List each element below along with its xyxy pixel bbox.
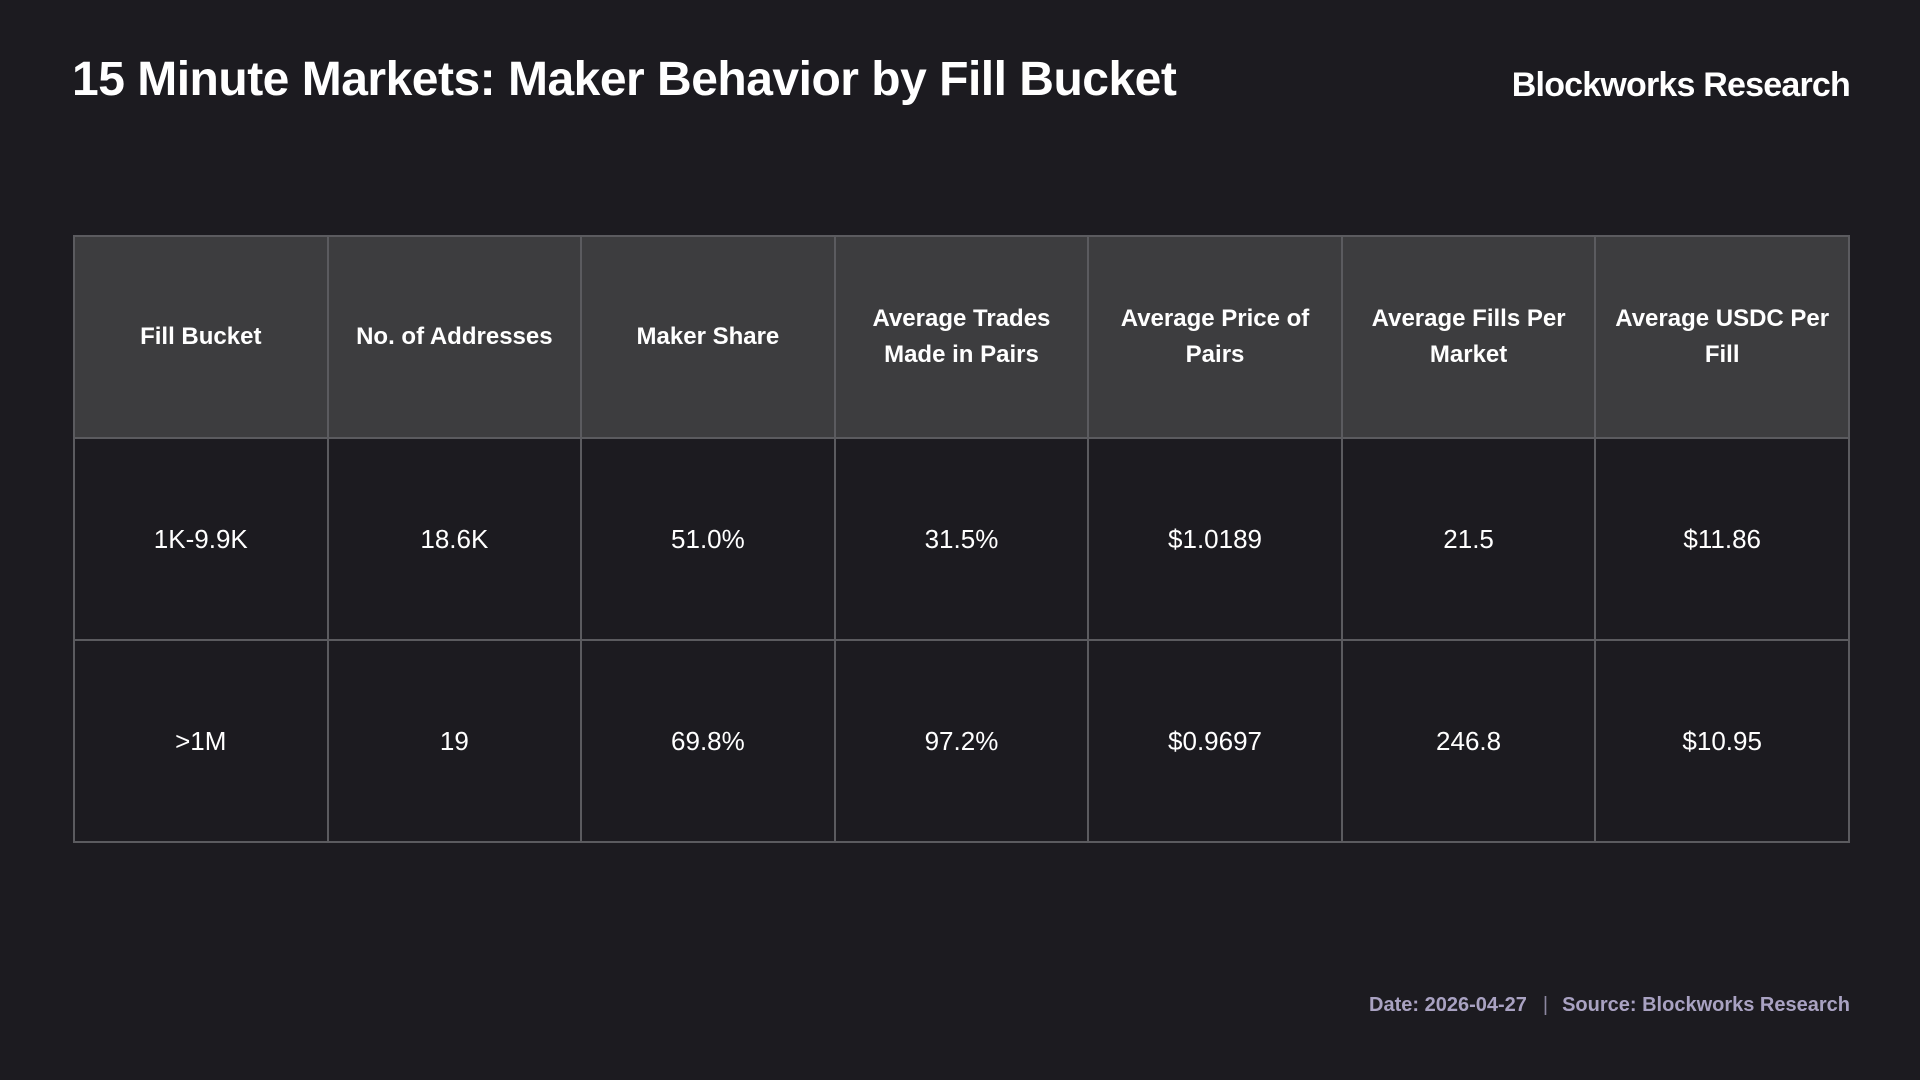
table-cell-maker-share: 51.0% [580,437,836,641]
column-header-fill-bucket: Fill Bucket [73,235,329,439]
footer: Date: 2026-04-27 | Source: Blockworks Rese… [1369,994,1850,1017]
data-table-container: Fill Bucket No. of Addresses Maker Share… [73,235,1850,843]
table-cell-fill-bucket: >1M [73,639,329,843]
footer-source: Source: Blockworks Research [1562,994,1850,1016]
table-row: >1M 19 69.8% 97.2% $0.9697 246.8 $10.95 [73,639,1850,843]
table-header-row: Fill Bucket No. of Addresses Maker Share… [73,235,1850,439]
column-header-average-usdc-per-fill: Average USDC Per Fill [1594,235,1850,439]
data-table: Fill Bucket No. of Addresses Maker Share… [73,235,1850,843]
table-cell-average-fills-per-market: 246.8 [1340,639,1597,843]
column-header-no-of-addresses: No. of Addresses [326,235,583,439]
table-cell-maker-share: 69.8% [580,639,836,843]
table-cell-fill-bucket: 1K-9.9K [73,437,329,641]
footer-separator: | [1542,994,1549,1016]
column-header-maker-share: Maker Share [580,235,836,439]
table-row: 1K-9.9K 18.6K 51.0% 31.5% $1.0189 21.5 $… [73,437,1850,641]
column-header-average-fills-per-market: Average Fills Per Market [1340,235,1597,439]
column-header-average-trades-made-in-pairs: Average Trades Made in Pairs [833,235,1090,439]
table-cell-average-usdc-per-fill: $10.95 [1594,639,1850,843]
table-cell-average-usdc-per-fill: $11.86 [1594,437,1850,641]
brand-logo-text: Blockworks Research [1511,66,1851,104]
column-header-average-price-of-pairs: Average Price of Pairs [1087,235,1343,439]
table-cell-no-of-addresses: 19 [326,639,583,843]
table-cell-average-fills-per-market: 21.5 [1340,437,1597,641]
table-cell-average-trades-made-in-pairs: 31.5% [833,437,1090,641]
table-cell-no-of-addresses: 18.6K [326,437,583,641]
table-cell-average-price-of-pairs: $0.9697 [1087,639,1343,843]
table-cell-average-price-of-pairs: $1.0189 [1087,437,1343,641]
footer-date: Date: 2026-04-27 [1369,994,1527,1016]
table-cell-average-trades-made-in-pairs: 97.2% [833,639,1090,843]
chart-title: 15 Minute Markets: Maker Behavior by Fil… [72,53,1177,106]
